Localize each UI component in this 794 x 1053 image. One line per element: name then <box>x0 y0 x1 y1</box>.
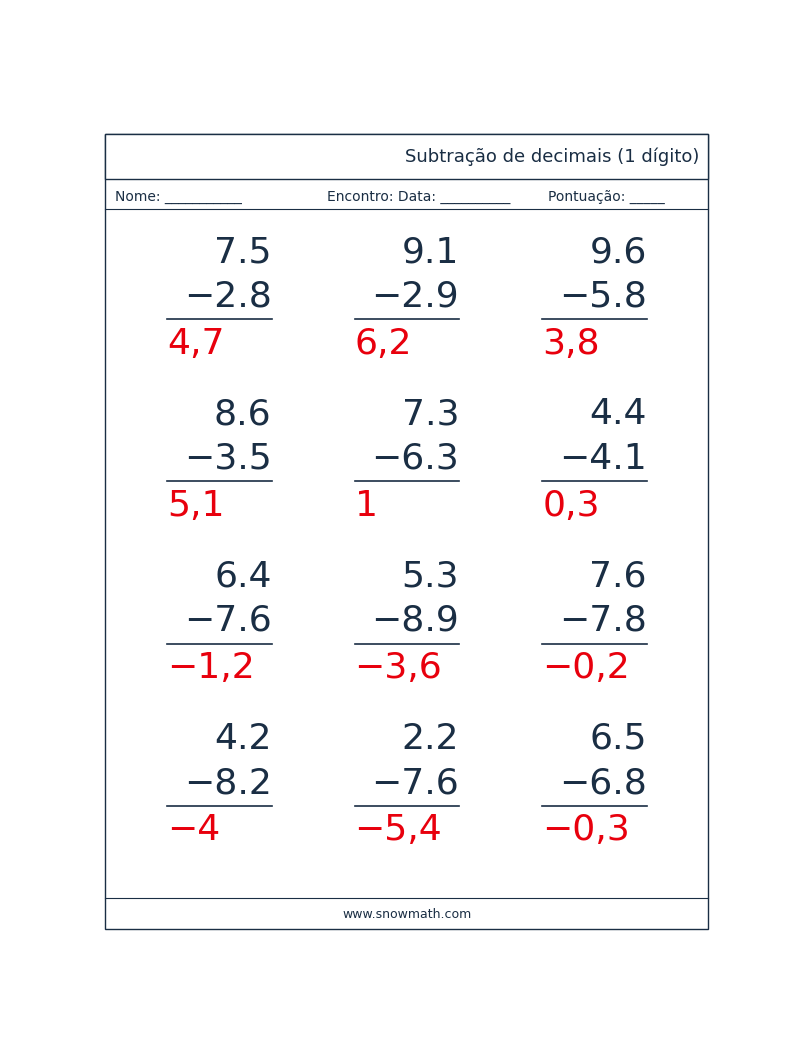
Text: −8.2: −8.2 <box>183 767 272 800</box>
Text: −6.8: −6.8 <box>559 767 647 800</box>
Text: −5,4: −5,4 <box>355 813 442 848</box>
Text: Subtração de decimais (1 dígito): Subtração de decimais (1 dígito) <box>405 147 700 166</box>
Text: −4: −4 <box>167 813 220 848</box>
Text: −0,3: −0,3 <box>542 813 630 848</box>
Text: −0,2: −0,2 <box>542 651 630 686</box>
Text: 5,1: 5,1 <box>167 489 225 523</box>
Text: 1: 1 <box>355 489 378 523</box>
Text: −7.6: −7.6 <box>183 604 272 638</box>
Text: 7.6: 7.6 <box>589 559 647 593</box>
Text: 3,8: 3,8 <box>542 326 600 361</box>
Text: −7.8: −7.8 <box>559 604 647 638</box>
Text: 6,2: 6,2 <box>355 326 412 361</box>
Text: www.snowmath.com: www.snowmath.com <box>342 908 472 921</box>
Text: 4,7: 4,7 <box>167 326 225 361</box>
Text: 9.6: 9.6 <box>589 235 647 269</box>
Text: 4.4: 4.4 <box>589 397 647 431</box>
Text: 5.3: 5.3 <box>402 559 459 593</box>
Text: 4.2: 4.2 <box>214 721 272 755</box>
Text: −8.9: −8.9 <box>372 604 459 638</box>
Text: 2.2: 2.2 <box>402 721 459 755</box>
Text: −6.3: −6.3 <box>372 442 459 476</box>
Text: −5.8: −5.8 <box>559 280 647 314</box>
Text: 6.4: 6.4 <box>214 559 272 593</box>
Text: −2.9: −2.9 <box>372 280 459 314</box>
Text: −3,6: −3,6 <box>355 651 442 686</box>
Text: −1,2: −1,2 <box>167 651 255 686</box>
Text: 7.3: 7.3 <box>402 397 459 431</box>
Text: 6.5: 6.5 <box>589 721 647 755</box>
Text: 0,3: 0,3 <box>542 489 599 523</box>
Text: 8.6: 8.6 <box>214 397 272 431</box>
FancyBboxPatch shape <box>106 135 708 929</box>
Text: −2.8: −2.8 <box>183 280 272 314</box>
Text: Pontuação: _____: Pontuação: _____ <box>549 190 665 204</box>
Text: Nome: ___________: Nome: ___________ <box>114 190 241 204</box>
Text: Encontro: Data: __________: Encontro: Data: __________ <box>327 190 511 204</box>
Text: 7.5: 7.5 <box>214 235 272 269</box>
Text: −7.6: −7.6 <box>372 767 459 800</box>
FancyBboxPatch shape <box>106 135 708 179</box>
Text: −4.1: −4.1 <box>559 442 647 476</box>
Text: 9.1: 9.1 <box>402 235 459 269</box>
Text: −3.5: −3.5 <box>183 442 272 476</box>
